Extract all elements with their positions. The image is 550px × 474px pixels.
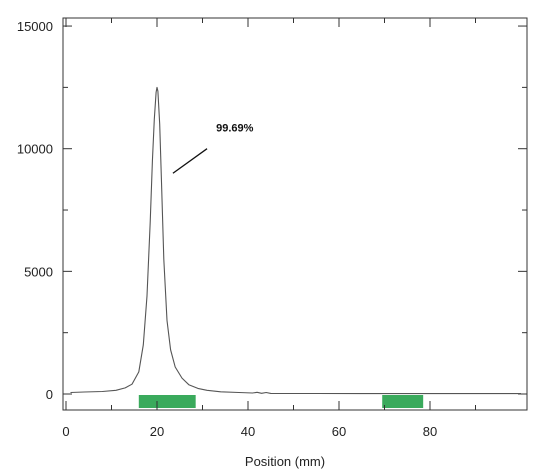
y-tick-label: 15000 bbox=[17, 19, 53, 34]
x-tick-label: 20 bbox=[150, 424, 164, 439]
peak-annotation-leader bbox=[172, 148, 208, 174]
plot-frame bbox=[62, 17, 528, 411]
y-tick-label: 5000 bbox=[24, 264, 53, 279]
y-tick-label: 10000 bbox=[17, 142, 53, 157]
y-tick-label: 0 bbox=[46, 387, 53, 402]
x-tick-label: 80 bbox=[423, 424, 437, 439]
labels-layer: 0 20 40 60 80 0 5000 10000 15000 99.69% bbox=[17, 19, 437, 439]
x-tick-label: 0 bbox=[62, 424, 69, 439]
lines-layer bbox=[70, 86, 521, 395]
x-tick-label: 40 bbox=[241, 424, 255, 439]
series-line-1 bbox=[70, 86, 521, 395]
region-band-2 bbox=[382, 395, 424, 408]
ticks-layer bbox=[63, 18, 527, 410]
x-axis-title: Position (mm) bbox=[245, 454, 325, 469]
x-tick-label: 60 bbox=[332, 424, 346, 439]
peak-annotation-label: 99.69% bbox=[216, 123, 254, 135]
region-band-1 bbox=[138, 395, 196, 408]
regions-layer bbox=[138, 395, 424, 408]
